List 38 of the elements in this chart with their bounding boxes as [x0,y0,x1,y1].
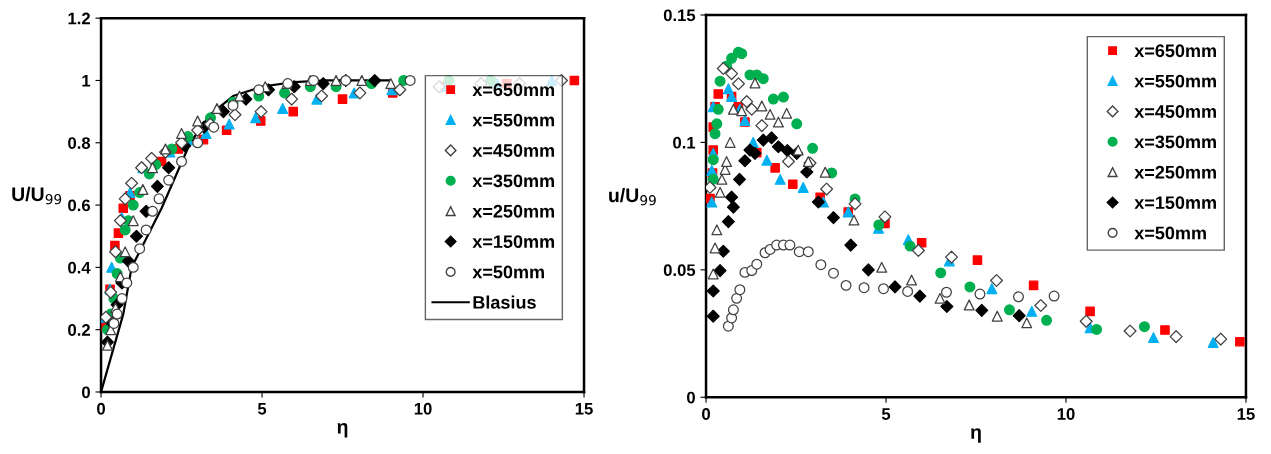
y-tick-label: 0.4 [68,261,91,274]
x-axis-title: η [971,428,981,443]
y-axis-title: u/U$_{99}$ [609,187,656,206]
legend-label: x=150mm [1134,196,1216,209]
y-tick-label: 0 [82,386,90,399]
y-tick-label: 0.2 [68,324,90,336]
y-tick-label: 1 [82,75,91,87]
y-tick-label: 0.8 [68,137,91,149]
legend-label: x=550mm [472,113,555,127]
legend-label: x=550mm [1134,74,1216,88]
legend-label: x=250mm [1134,165,1216,179]
legend-label: x=50mm [1134,226,1206,240]
x-tick-label: 5 [257,403,267,415]
x-tick-label: 10 [1057,408,1075,420]
legend-label: x=150mm [472,235,555,248]
legend-label: x=650mm [472,83,555,97]
legend-label: x=250mm [472,204,555,218]
x-tick-label: 15 [1237,408,1255,420]
y-tick-label: 0.05 [663,264,696,277]
x-axis-title: η [337,422,348,438]
y-axis-title: U/U$_{99}$ [12,186,62,205]
legend-label: x=650mm [1134,44,1216,58]
y-tick-label: 0.15 [663,9,696,22]
x-tick-label: 0 [702,408,710,420]
y-tick-label: 1.2 [68,12,90,25]
y-tick-label: 0.1 [673,136,696,149]
legend-label: Blasius [473,295,536,309]
x-tick-label: 5 [881,408,891,420]
legend-label: x=350mm [1134,135,1216,149]
legend-label: x=50mm [472,265,544,279]
legend-label: x=350mm [472,174,555,188]
legend-label: x=450mm [1134,105,1216,118]
x-tick-label: 0 [97,402,105,415]
x-tick-label: 10 [414,402,432,415]
y-tick-label: 0 [687,391,695,404]
x-tick-label: 15 [575,403,593,415]
y-tick-label: 0.6 [68,199,91,212]
legend-label: x=450mm [472,144,555,157]
